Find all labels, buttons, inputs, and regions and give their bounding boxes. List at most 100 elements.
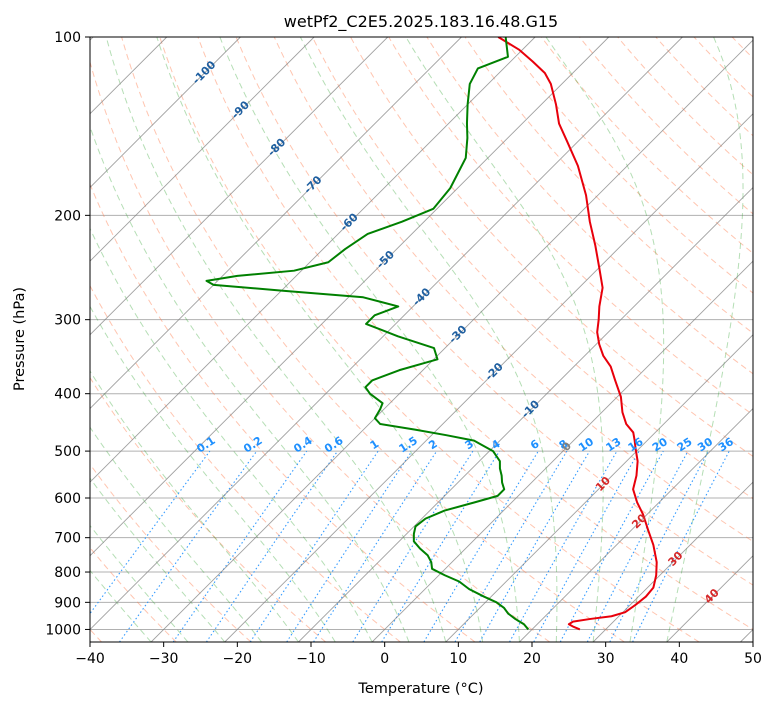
isotherm-line bbox=[90, 37, 610, 557]
moist-adiabat bbox=[156, 37, 484, 642]
dry-adiabat bbox=[579, 37, 753, 215]
line-labels: 0.1 0.2 0.4 0.6 1 1.5 2 3 4 6 8 10 13 16 20 25 30 36-100-… bbox=[190, 58, 736, 606]
isotherm-label: -100 bbox=[190, 58, 219, 87]
mixing-ratio-line bbox=[249, 450, 379, 642]
isotherm-line bbox=[150, 39, 753, 642]
dry-adiabat bbox=[311, 37, 753, 500]
isotherm-label: 30 bbox=[666, 549, 686, 569]
dry-adiabat bbox=[159, 37, 700, 642]
moist-adiabat bbox=[90, 524, 189, 642]
dry-adiabat bbox=[90, 284, 401, 642]
moist-adiabat bbox=[219, 37, 520, 642]
mixing-ratio-line bbox=[632, 450, 730, 642]
moist-adiabat bbox=[666, 37, 744, 642]
isotherm-label: -50 bbox=[374, 248, 397, 271]
y-tick-label: 600 bbox=[54, 491, 81, 507]
dry-adiabat bbox=[90, 463, 252, 642]
y-axis-label: Pressure (hPa) bbox=[12, 287, 28, 391]
y-tick-label: 100 bbox=[54, 30, 81, 46]
mixing-ratio-label: 0.6 bbox=[322, 434, 346, 456]
dry-adiabat bbox=[770, 37, 775, 642]
y-tick-label: 700 bbox=[54, 531, 81, 547]
mixing-ratio-line bbox=[286, 450, 413, 642]
x-tick-label: −40 bbox=[75, 651, 105, 667]
isotherm-label: -30 bbox=[446, 323, 469, 346]
isotherm-label: -40 bbox=[410, 285, 433, 308]
mixing-ratio-line bbox=[172, 450, 308, 642]
plot-frame bbox=[89, 36, 754, 643]
mixing-ratio-label: 1 bbox=[368, 437, 382, 452]
mixing-ratio-lines bbox=[90, 450, 730, 642]
isotherm-line bbox=[90, 37, 462, 410]
mixing-ratio-line bbox=[559, 450, 664, 642]
isotherm-label: -70 bbox=[301, 173, 324, 196]
x-tick-label: −20 bbox=[223, 651, 253, 667]
y-tick-label: 1000 bbox=[45, 622, 81, 638]
dry-adiabat bbox=[121, 37, 625, 642]
mixing-ratio-line bbox=[119, 450, 258, 642]
isotherm-line bbox=[90, 37, 241, 189]
gridlines bbox=[90, 37, 753, 630]
isotherm-line bbox=[371, 260, 753, 642]
dry-adiabat bbox=[388, 37, 753, 416]
isotherm-line bbox=[740, 628, 753, 642]
y-tick-label: 500 bbox=[54, 444, 81, 460]
moist-adiabat bbox=[90, 227, 373, 642]
isotherm-label: -60 bbox=[338, 210, 361, 233]
x-tick-label: −10 bbox=[296, 651, 326, 667]
dry-adiabat bbox=[197, 37, 753, 631]
dry-adiabat bbox=[693, 37, 753, 98]
plot-area: 0.1 0.2 0.4 0.6 1 1.5 2 3 4 6 8 10 13 16 20 25 30 36-100-… bbox=[90, 37, 775, 642]
mixing-ratio-label: 0.4 bbox=[291, 434, 315, 456]
isotherm-line bbox=[666, 555, 753, 642]
y-tick-label: 400 bbox=[54, 387, 81, 403]
moist-adiabat bbox=[405, 37, 604, 642]
dry-adiabat bbox=[235, 37, 753, 586]
isotherm-label: 40 bbox=[702, 586, 722, 606]
dry-adiabat bbox=[617, 37, 753, 176]
x-tick-label: −30 bbox=[149, 651, 179, 667]
x-tick-label: 50 bbox=[744, 651, 762, 667]
dry-adiabat bbox=[540, 37, 753, 254]
mixing-ratio-line bbox=[533, 450, 640, 642]
moist-adiabats bbox=[90, 37, 744, 642]
y-tick-label: 800 bbox=[54, 565, 81, 581]
isotherm-line bbox=[90, 37, 683, 631]
moist-adiabat bbox=[90, 477, 226, 642]
mixing-ratio-label: 0.2 bbox=[241, 434, 264, 456]
moist-adiabat bbox=[90, 569, 152, 642]
mixing-ratio-label: 2 bbox=[426, 437, 440, 452]
y-axis-ticks: 100 200 300 400 500 600 700 800 900 1000 bbox=[45, 30, 90, 638]
moist-adiabat bbox=[299, 37, 558, 642]
moist-adiabat bbox=[545, 37, 665, 642]
y-tick-label: 200 bbox=[54, 208, 81, 224]
profile-series bbox=[205, 37, 658, 631]
moist-adiabat bbox=[105, 37, 447, 642]
mixing-ratio-line bbox=[313, 450, 438, 642]
dewpoint-profile-line bbox=[205, 37, 530, 631]
dry-adiabat bbox=[464, 37, 753, 334]
dry-adiabat bbox=[350, 37, 753, 457]
isotherm-label: 0 bbox=[559, 439, 574, 454]
chart-title: wetPf2_C2E5.2025.183.16.48.G15 bbox=[284, 12, 558, 32]
dry-adiabat bbox=[90, 60, 551, 642]
x-tick-label: 20 bbox=[523, 651, 541, 667]
mixing-ratio-line bbox=[352, 450, 474, 642]
isotherm-line bbox=[90, 37, 536, 483]
x-tick-label: 0 bbox=[380, 651, 389, 667]
isotherm-label: -10 bbox=[519, 397, 542, 420]
dry-adiabats bbox=[90, 37, 775, 642]
mixing-ratio-line bbox=[90, 450, 211, 615]
mixing-ratio-label: 0.1 bbox=[194, 434, 217, 456]
x-axis-ticks: −40 −30 −20 −10 0 10 20 30 40 50 bbox=[75, 642, 762, 667]
moist-adiabat bbox=[90, 305, 336, 642]
mixing-ratio-label: 1.5 bbox=[397, 434, 420, 456]
x-tick-label: 30 bbox=[597, 651, 615, 667]
isotherm-label: -20 bbox=[483, 360, 506, 383]
isotherm-line bbox=[298, 186, 753, 642]
isotherm-line bbox=[445, 334, 753, 642]
mixing-ratio-line bbox=[454, 450, 568, 642]
isotherm-line bbox=[592, 481, 753, 642]
temperature-profile-line bbox=[497, 37, 658, 631]
